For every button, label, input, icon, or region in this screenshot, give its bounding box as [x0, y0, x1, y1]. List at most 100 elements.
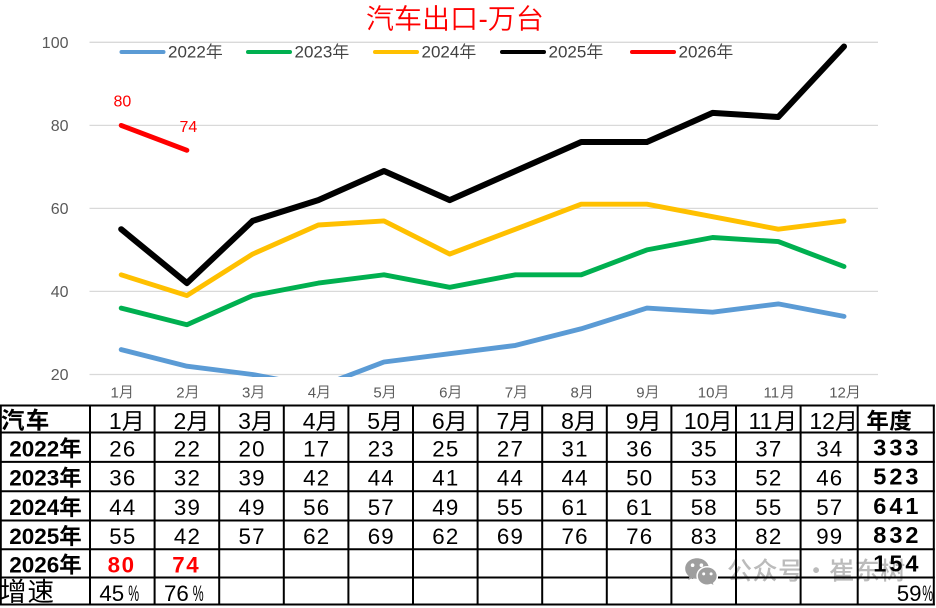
svg-text:45: 45 [99, 581, 124, 606]
svg-text:27: 27 [497, 436, 524, 461]
svg-text:832: 832 [873, 522, 921, 548]
svg-text:80: 80 [108, 553, 136, 578]
svg-text:%: % [193, 581, 204, 606]
svg-text:49: 49 [238, 495, 265, 520]
svg-text:44: 44 [368, 466, 395, 491]
svg-text:53: 53 [691, 466, 718, 491]
svg-text:2026: 2026 [679, 43, 717, 62]
svg-text:333: 333 [873, 434, 921, 460]
svg-text:8: 8 [571, 384, 579, 401]
svg-text:80: 80 [51, 118, 69, 135]
svg-text:20: 20 [51, 367, 69, 384]
svg-text:1: 1 [109, 408, 122, 434]
svg-text:25: 25 [432, 436, 459, 461]
svg-text:44: 44 [109, 495, 136, 520]
svg-text:57: 57 [816, 495, 843, 520]
svg-text:31: 31 [561, 436, 588, 461]
svg-text:42: 42 [174, 524, 201, 549]
svg-text:52: 52 [755, 466, 782, 491]
svg-text:74: 74 [172, 553, 200, 578]
svg-text:41: 41 [432, 466, 459, 491]
svg-text:74: 74 [180, 119, 198, 136]
svg-text:100: 100 [42, 35, 69, 52]
svg-text:6: 6 [439, 384, 447, 401]
svg-text:57: 57 [238, 524, 265, 549]
svg-text:17: 17 [303, 436, 330, 461]
svg-text:76: 76 [561, 524, 588, 549]
svg-text:%: % [128, 581, 139, 606]
svg-text:10: 10 [698, 384, 715, 401]
svg-text:11: 11 [764, 384, 780, 401]
svg-text:26: 26 [109, 436, 136, 461]
svg-text:82: 82 [755, 524, 782, 549]
svg-text:60: 60 [51, 201, 69, 218]
svg-text:39: 39 [238, 466, 265, 491]
svg-text:2024: 2024 [422, 43, 460, 62]
svg-text:34: 34 [816, 436, 843, 461]
svg-text:20: 20 [238, 436, 265, 461]
svg-text:641: 641 [873, 493, 921, 519]
svg-text:2: 2 [176, 384, 184, 401]
svg-text:2026: 2026 [9, 553, 59, 578]
svg-text:62: 62 [303, 524, 330, 549]
svg-text:61: 61 [626, 495, 653, 520]
svg-text:76: 76 [164, 581, 189, 606]
svg-text:11: 11 [749, 408, 773, 434]
svg-text:55: 55 [497, 495, 524, 520]
svg-text:3: 3 [238, 408, 251, 434]
svg-text:%: % [922, 581, 933, 606]
svg-text:2025: 2025 [549, 43, 587, 62]
svg-text:99: 99 [816, 524, 843, 549]
svg-text:44: 44 [497, 466, 524, 491]
svg-text:69: 69 [497, 524, 524, 549]
svg-text:69: 69 [368, 524, 395, 549]
svg-text:2022: 2022 [168, 43, 206, 62]
svg-text:1: 1 [111, 384, 119, 401]
svg-text:2024: 2024 [9, 495, 60, 520]
svg-text:61: 61 [561, 495, 588, 520]
svg-text:80: 80 [114, 93, 132, 110]
svg-text:42: 42 [303, 466, 330, 491]
svg-text:9: 9 [636, 384, 644, 401]
svg-text:6: 6 [432, 408, 445, 434]
svg-text:3: 3 [242, 384, 250, 401]
svg-text:5: 5 [367, 408, 380, 434]
svg-text:2022: 2022 [9, 436, 59, 461]
svg-text:154: 154 [873, 551, 921, 577]
svg-text:4: 4 [303, 408, 316, 434]
svg-text:2: 2 [174, 408, 187, 434]
svg-text:2025: 2025 [9, 524, 59, 549]
svg-text:62: 62 [432, 524, 459, 549]
svg-text:76: 76 [626, 524, 653, 549]
svg-text:46: 46 [816, 466, 843, 491]
svg-text:36: 36 [626, 436, 653, 461]
svg-text:37: 37 [755, 436, 782, 461]
svg-text:22: 22 [174, 436, 201, 461]
svg-text:58: 58 [691, 495, 718, 520]
svg-text:2023: 2023 [295, 43, 333, 62]
svg-text:83: 83 [691, 524, 718, 549]
svg-text:59: 59 [897, 581, 922, 606]
svg-text:55: 55 [755, 495, 782, 520]
svg-text:10: 10 [684, 408, 710, 434]
svg-text:56: 56 [303, 495, 330, 520]
svg-text:8: 8 [561, 408, 574, 434]
svg-text:-: - [479, 4, 488, 35]
svg-text:2023: 2023 [9, 466, 59, 491]
svg-text:40: 40 [51, 284, 69, 301]
svg-text:12: 12 [809, 408, 835, 434]
svg-text:32: 32 [174, 466, 201, 491]
svg-text:35: 35 [691, 436, 718, 461]
svg-text:39: 39 [174, 495, 201, 520]
svg-text:36: 36 [109, 466, 136, 491]
svg-text:55: 55 [109, 524, 136, 549]
svg-text:57: 57 [368, 495, 395, 520]
svg-text:5: 5 [373, 384, 381, 401]
svg-text:7: 7 [505, 384, 513, 401]
svg-text:49: 49 [432, 495, 459, 520]
svg-text:4: 4 [308, 384, 316, 401]
svg-text:44: 44 [561, 466, 588, 491]
svg-text:50: 50 [626, 466, 653, 491]
svg-text:523: 523 [873, 464, 921, 490]
svg-text:12: 12 [829, 384, 846, 401]
